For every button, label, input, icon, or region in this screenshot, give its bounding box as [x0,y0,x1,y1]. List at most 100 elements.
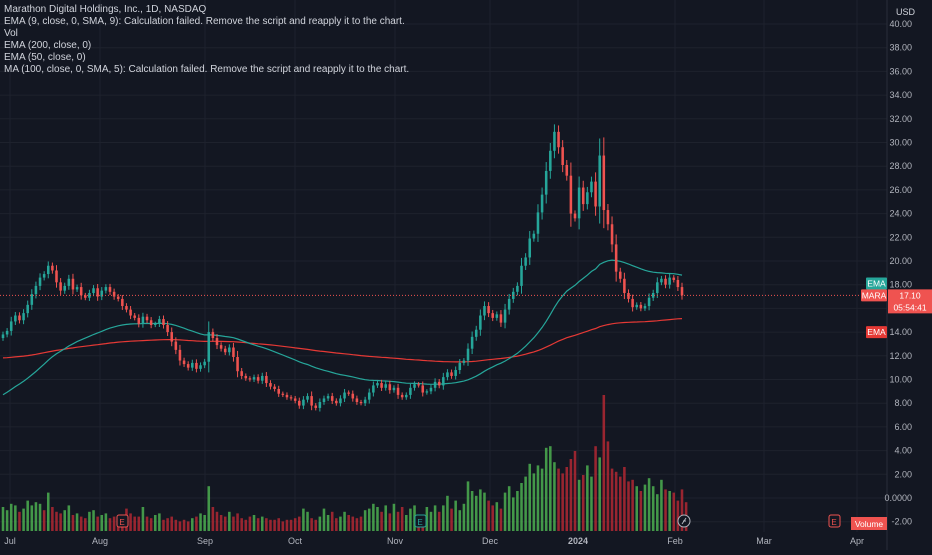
volume-bar [191,518,194,531]
candle-body [256,377,260,381]
x-tick-label: Dec [482,536,499,546]
candle-body [326,396,330,399]
volume-bar [446,495,449,531]
volume-bar [483,492,486,531]
candle-body [668,277,671,285]
indicator-ema-50[interactable]: EMA (50, close, 0) [4,52,86,63]
volume-bar [96,516,99,531]
candle-body [96,288,99,297]
candle-body [18,315,21,321]
candle-body [458,362,462,371]
candle-body [643,306,647,309]
candle-body [672,277,676,280]
volume-bar [281,521,285,531]
volume-bar [211,507,215,531]
candle-body [553,131,556,151]
ema-200-tag-bg [866,326,887,339]
indicator-ema-9[interactable]: EMA (9, close, 0, SMA, 9): Calculation f… [4,16,405,27]
candle-body [236,356,239,372]
candle-body [244,375,248,379]
volume-bar [133,516,136,531]
indicator-ma-100[interactable]: MA (100, close, 0, SMA, 5): Calculation … [4,64,410,75]
volume-bar [79,516,83,531]
volume-bar [474,495,478,531]
volume-bar [623,467,626,531]
volume-bar [520,483,523,531]
candle-body [487,306,490,314]
volume-bar [55,511,58,531]
volume-bar [409,508,412,531]
candle-body [92,288,95,293]
candle-body [618,271,622,279]
indicator-ema-200[interactable]: EMA (200, close, 0) [4,40,92,51]
candle-body [116,296,120,299]
volume-bar [549,446,552,531]
candle-body [380,383,383,388]
candle-body [384,384,387,388]
candle-body [273,386,276,389]
x-tick-label: Aug [92,536,108,546]
volume-bar [46,492,50,531]
candle-body [417,384,420,386]
candle-body [372,385,375,393]
candle-body [614,244,618,272]
ema-50-line [2,259,683,396]
chart-title[interactable]: Marathon Digital Holdings, Inc., 1D, NAS… [4,4,207,15]
volume-bar [656,494,659,531]
x-axis[interactable]: Jul Aug Sep Oct Nov Dec 2024 Feb Mar Apr [4,536,864,546]
volume-bar [602,395,606,531]
candle-body [664,278,667,285]
candle-body [462,360,466,363]
candle-body [598,155,601,207]
volume-bar [524,476,527,531]
volume-bar [219,515,223,531]
candle-body [499,314,503,323]
y-tick-label: 38.00 [889,43,912,53]
indicator-vol[interactable]: Vol [4,28,18,39]
lightning-icon [681,517,687,525]
candle-body [569,175,573,214]
volume-bar [203,515,206,531]
candle-body [318,402,322,408]
volume-bar [479,489,482,531]
volume-bar [359,516,363,531]
candle-body [528,238,532,258]
candle-body [425,391,429,393]
candle-body [314,405,318,408]
volume-bar [664,489,667,531]
candle-body [606,210,610,225]
volume-bar [470,491,474,531]
candle-body [158,319,161,324]
ema-200-polyline [2,318,683,363]
volume-bar [647,478,651,531]
volume-bar [672,492,676,531]
candle-body [228,347,231,353]
candle-body [446,372,449,378]
volume-bar [680,489,684,531]
candle-body [396,387,400,395]
volume-bar [380,511,383,531]
volume-bar [277,518,280,531]
y-tick-label: 22.00 [889,232,912,242]
volume-bar [376,507,379,531]
y-axis[interactable]: 40.00 38.00 36.00 34.00 32.00 30.00 28.00 26.00… [884,0,916,550]
ema-200-line [2,318,683,363]
volume-bar [285,519,289,531]
candle-body [322,398,326,403]
volume-bar [310,518,313,531]
candle-body [26,304,29,314]
volume-bar [207,486,211,531]
volume-bar [298,516,301,531]
candle-body [524,257,527,266]
volume-bar [495,502,499,531]
candle-body [343,392,346,399]
candle-body [277,388,280,394]
y-tick-label: 36.00 [889,66,912,76]
candle-body [215,338,219,346]
volume-tag-bg [851,517,887,530]
volume-bar [108,518,112,531]
candle-body [495,314,499,318]
